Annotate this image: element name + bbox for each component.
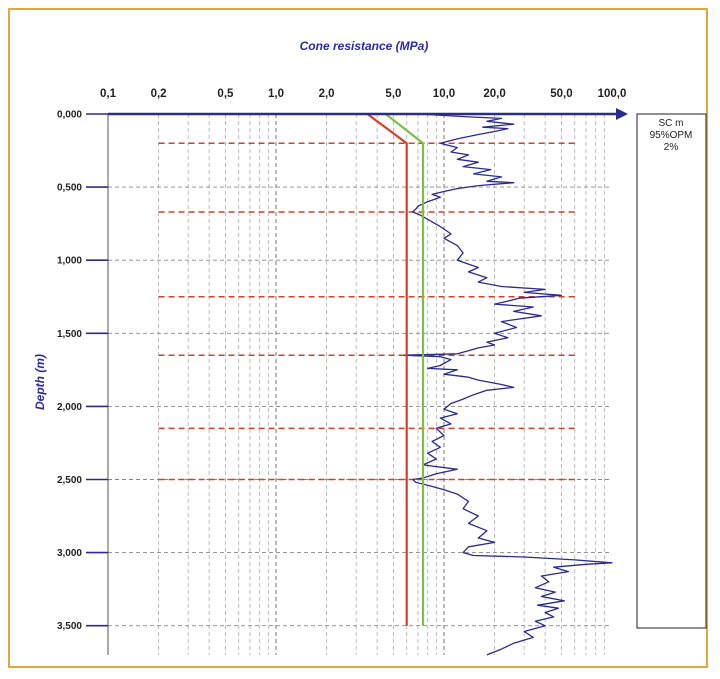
series (366, 113, 613, 656)
x-tick-label: 50,0 (550, 88, 572, 100)
series-green-reference-line (385, 113, 425, 626)
x-axis-arrow-icon (616, 108, 628, 120)
chart-title: Cone resistance (MPa) (300, 39, 429, 53)
grid (108, 114, 612, 655)
y-tick-label: 1,500 (57, 329, 82, 340)
axes (107, 108, 628, 655)
y-tick-label: 2,500 (57, 475, 82, 486)
y-tick-label: 2,000 (57, 402, 82, 413)
reference-depth-lines (158, 142, 575, 481)
y-axis-label: Depth (m) (33, 354, 47, 410)
soil-label-line-2: 95%OPM (650, 130, 693, 141)
x-tick-label: 2,0 (319, 88, 335, 100)
y-tick-label: 0,000 (57, 110, 82, 121)
series-red-reference-line (366, 113, 408, 626)
x-tick-label: 20,0 (483, 88, 505, 100)
x-tick-label: 10,0 (433, 88, 455, 100)
x-tick-label: 5,0 (385, 88, 401, 100)
x-tick-label: 1,0 (268, 88, 284, 100)
chart-frame (8, 8, 708, 668)
x-tick-label: 0,1 (100, 88, 117, 100)
y-tick-label: 3,000 (57, 548, 82, 559)
soil-column: SC m 95%OPM 2% (636, 113, 707, 629)
x-tick-label: 100,0 (598, 88, 627, 100)
y-tick-label: 1,000 (57, 256, 82, 267)
y-tick-label: 3,500 (57, 621, 82, 632)
soil-label-line-3: 2% (664, 142, 679, 153)
y-tick-label: 0,500 (57, 183, 82, 194)
soil-label-line-1: SC m (659, 118, 684, 129)
x-tick-label: 0,5 (217, 88, 234, 100)
x-tick-label: 0,2 (151, 88, 167, 100)
series-cone-resistance (403, 113, 613, 656)
tick-labels: 0,1 0,2 0,5 1,0 2,0 5,0 10,0 20,0 50,0 100,0 0,000… (57, 88, 626, 632)
soil-column-box (636, 113, 707, 629)
